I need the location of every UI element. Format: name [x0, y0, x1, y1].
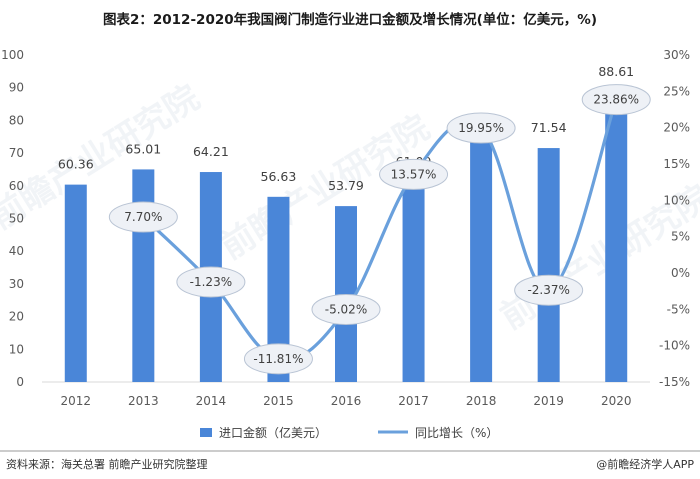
label-bubble	[311, 293, 381, 325]
label-bubble	[176, 266, 246, 298]
x-tick-label: 2015	[263, 394, 294, 408]
left-tick-label: 0	[16, 375, 24, 389]
left-tick-label: 40	[9, 244, 24, 258]
x-tick-label: 2017	[398, 394, 429, 408]
left-tick-label: 30	[9, 277, 24, 291]
legend-line-label: 同比增长（%）	[415, 426, 498, 440]
label-bubble	[514, 274, 584, 306]
growth-value-label: 13.57%	[391, 167, 437, 181]
growth-label-bubble: -1.23%	[176, 266, 246, 298]
left-tick-label: 80	[9, 113, 24, 127]
left-axis: 0 10 20 30 40 50 60 70 80 90 100	[1, 48, 24, 389]
growth-value-label: -11.81%	[253, 352, 303, 366]
x-tick-label: 2019	[533, 394, 564, 408]
bar-value-label: 71.54	[531, 120, 567, 135]
growth-value-label: 23.86%	[593, 93, 639, 107]
bar-value-label: 56.63	[261, 169, 297, 184]
chart-title: 图表2：2012-2020年我国阀门制造行业进口金额及增长情况(单位：亿美元，%…	[103, 11, 597, 28]
label-bubble	[243, 343, 313, 375]
left-tick-label: 90	[9, 81, 24, 95]
bar	[605, 92, 628, 382]
x-tick-label: 2018	[466, 394, 497, 408]
right-tick-label: -10%	[659, 339, 690, 353]
legend: 进口金额（亿美元） 同比增长（%）	[200, 425, 498, 440]
growth-label-bubble: 7.70%	[108, 201, 178, 233]
right-tick-label: 10%	[663, 193, 690, 207]
source-text: 资料来源：海关总署 前瞻产业研究院整理	[6, 457, 208, 471]
growth-value-label: -1.23%	[190, 275, 232, 289]
right-tick-label: -15%	[659, 375, 690, 389]
bar	[64, 184, 87, 382]
x-tick-label: 2016	[331, 394, 362, 408]
label-bubble	[581, 84, 651, 116]
bar	[537, 148, 560, 382]
label-bubble	[108, 201, 178, 233]
right-tick-label: 25%	[663, 84, 690, 98]
left-tick-label: 100	[1, 48, 24, 62]
x-tick-label: 2014	[196, 394, 227, 408]
x-tick-label: 2013	[128, 394, 159, 408]
right-tick-label: 20%	[663, 121, 690, 135]
legend-bar-label: 进口金额（亿美元）	[219, 425, 327, 440]
left-tick-label: 50	[9, 212, 24, 226]
bar	[132, 169, 155, 382]
growth-label-bubble: 23.86%	[581, 84, 651, 116]
x-axis: 2012 2013 2014 2015 2016 2017 2018 2019 2020	[61, 394, 632, 408]
left-tick-label: 70	[9, 146, 24, 160]
right-axis: -15% -10% -5% 0% 5% 10% 15% 20% 25% 30%	[659, 48, 690, 389]
right-tick-label: 5%	[671, 230, 690, 244]
bar	[267, 196, 290, 382]
x-tick-label: 2012	[61, 394, 92, 408]
legend-bar-swatch	[200, 428, 212, 437]
growth-value-label: 19.95%	[458, 121, 504, 135]
growth-label-bubble: -5.02%	[311, 293, 381, 325]
brand-text: @前瞻经济学人APP	[596, 457, 694, 471]
left-tick-label: 60	[9, 179, 24, 193]
growth-label-bubble: 13.57%	[379, 158, 449, 190]
right-tick-label: 0%	[671, 266, 690, 280]
bar	[470, 142, 493, 382]
growth-label-bubble: 19.95%	[446, 112, 516, 144]
left-tick-label: 20	[9, 310, 24, 324]
right-tick-label: -5%	[667, 302, 690, 316]
bar-value-label: 88.61	[598, 64, 634, 79]
right-tick-label: 15%	[663, 157, 690, 171]
line-labels: 7.70% -1.23% -11.81% -5.02% 13.57% 19.95% -2.3…	[108, 84, 651, 375]
left-tick-label: 10	[9, 342, 24, 356]
bar-value-label: 53.79	[328, 178, 364, 193]
bar	[402, 182, 425, 382]
label-bubble	[379, 158, 449, 190]
growth-value-label: -5.02%	[325, 302, 367, 316]
growth-value-label: 7.70%	[124, 210, 162, 224]
label-bubble	[446, 112, 516, 144]
x-tick-label: 2020	[601, 394, 632, 408]
bar-value-label: 65.01	[125, 141, 161, 156]
right-tick-label: 30%	[663, 48, 690, 62]
growth-value-label: -2.37%	[527, 283, 569, 297]
growth-label-bubble: -2.37%	[514, 274, 584, 306]
growth-label-bubble: -11.81%	[243, 343, 313, 375]
bar-value-label: 64.21	[193, 144, 229, 159]
bar-value-label: 60.36	[58, 157, 94, 172]
